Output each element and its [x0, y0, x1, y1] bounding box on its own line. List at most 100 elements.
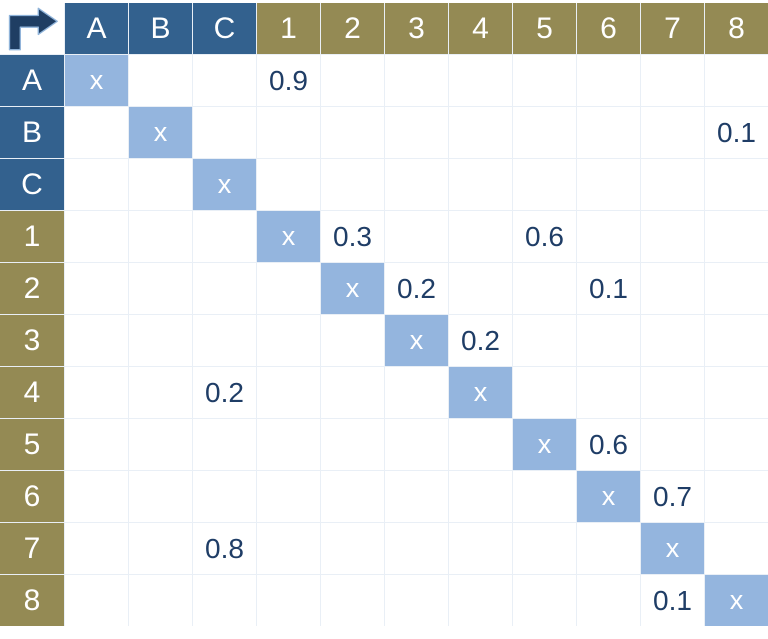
cell-5-2 — [321, 419, 384, 470]
cell-6-1 — [257, 471, 320, 522]
cell-3-7 — [641, 315, 704, 366]
column-header-5: 5 — [513, 3, 576, 54]
cell-3-C — [193, 315, 256, 366]
cell-8-7: 0.1 — [641, 575, 704, 626]
cell-2-6: 0.1 — [577, 263, 640, 314]
cell-4-3 — [385, 367, 448, 418]
cell-8-8: x — [705, 575, 768, 626]
row-header-8: 8 — [0, 575, 64, 626]
cell-B-C — [193, 107, 256, 158]
row-header-A: A — [0, 55, 64, 106]
cell-1-5: 0.6 — [513, 211, 576, 262]
cell-3-1 — [257, 315, 320, 366]
cell-C-A — [65, 159, 128, 210]
cell-7-7: x — [641, 523, 704, 574]
cell-6-4 — [449, 471, 512, 522]
row-header-C: C — [0, 159, 64, 210]
cell-1-4 — [449, 211, 512, 262]
cell-7-1 — [257, 523, 320, 574]
column-header-A: A — [65, 3, 128, 54]
cell-5-A — [65, 419, 128, 470]
cell-C-7 — [641, 159, 704, 210]
cell-1-1: x — [257, 211, 320, 262]
cell-B-4 — [449, 107, 512, 158]
cell-6-3 — [385, 471, 448, 522]
cell-5-6: 0.6 — [577, 419, 640, 470]
row-header-5: 5 — [0, 419, 64, 470]
cell-2-C — [193, 263, 256, 314]
cell-3-8 — [705, 315, 768, 366]
cell-C-4 — [449, 159, 512, 210]
cell-4-8 — [705, 367, 768, 418]
column-header-7: 7 — [641, 3, 704, 54]
cell-B-5 — [513, 107, 576, 158]
cell-2-1 — [257, 263, 320, 314]
cell-6-8 — [705, 471, 768, 522]
cell-4-C: 0.2 — [193, 367, 256, 418]
cell-3-2 — [321, 315, 384, 366]
cell-8-6 — [577, 575, 640, 626]
cell-5-5: x — [513, 419, 576, 470]
cell-2-5 — [513, 263, 576, 314]
cell-8-A — [65, 575, 128, 626]
row-header-2: 2 — [0, 263, 64, 314]
cell-A-A: x — [65, 55, 128, 106]
cell-C-5 — [513, 159, 576, 210]
cell-A-3 — [385, 55, 448, 106]
column-header-1: 1 — [257, 3, 320, 54]
cell-8-3 — [385, 575, 448, 626]
cell-5-8 — [705, 419, 768, 470]
cell-1-7 — [641, 211, 704, 262]
cell-5-C — [193, 419, 256, 470]
cell-B-1 — [257, 107, 320, 158]
cell-C-2 — [321, 159, 384, 210]
cell-7-2 — [321, 523, 384, 574]
cell-7-8 — [705, 523, 768, 574]
cell-A-C — [193, 55, 256, 106]
cell-2-4 — [449, 263, 512, 314]
cell-1-A — [65, 211, 128, 262]
cell-8-2 — [321, 575, 384, 626]
cell-7-5 — [513, 523, 576, 574]
cell-7-4 — [449, 523, 512, 574]
cell-8-B — [129, 575, 192, 626]
cell-3-A — [65, 315, 128, 366]
cell-C-8 — [705, 159, 768, 210]
cell-B-2 — [321, 107, 384, 158]
cell-5-7 — [641, 419, 704, 470]
cell-B-6 — [577, 107, 640, 158]
cell-3-4: 0.2 — [449, 315, 512, 366]
cell-5-3 — [385, 419, 448, 470]
row-header-6: 6 — [0, 471, 64, 522]
cell-4-A — [65, 367, 128, 418]
cell-3-5 — [513, 315, 576, 366]
cell-B-A — [65, 107, 128, 158]
cell-6-5 — [513, 471, 576, 522]
cell-6-7: 0.7 — [641, 471, 704, 522]
cell-7-B — [129, 523, 192, 574]
cell-4-2 — [321, 367, 384, 418]
cell-1-8 — [705, 211, 768, 262]
cell-C-1 — [257, 159, 320, 210]
cell-B-8: 0.1 — [705, 107, 768, 158]
cell-C-B — [129, 159, 192, 210]
cell-6-6: x — [577, 471, 640, 522]
row-header-4: 4 — [0, 367, 64, 418]
cell-B-7 — [641, 107, 704, 158]
cell-2-B — [129, 263, 192, 314]
row-header-7: 7 — [0, 523, 64, 574]
cell-2-A — [65, 263, 128, 314]
cell-A-8 — [705, 55, 768, 106]
cell-4-7 — [641, 367, 704, 418]
cell-4-5 — [513, 367, 576, 418]
cell-4-1 — [257, 367, 320, 418]
cell-6-B — [129, 471, 192, 522]
column-header-3: 3 — [385, 3, 448, 54]
cell-1-6 — [577, 211, 640, 262]
column-header-B: B — [129, 3, 192, 54]
cell-B-3 — [385, 107, 448, 158]
matrix-corner-cell — [0, 3, 64, 54]
cell-3-3: x — [385, 315, 448, 366]
cell-4-4: x — [449, 367, 512, 418]
